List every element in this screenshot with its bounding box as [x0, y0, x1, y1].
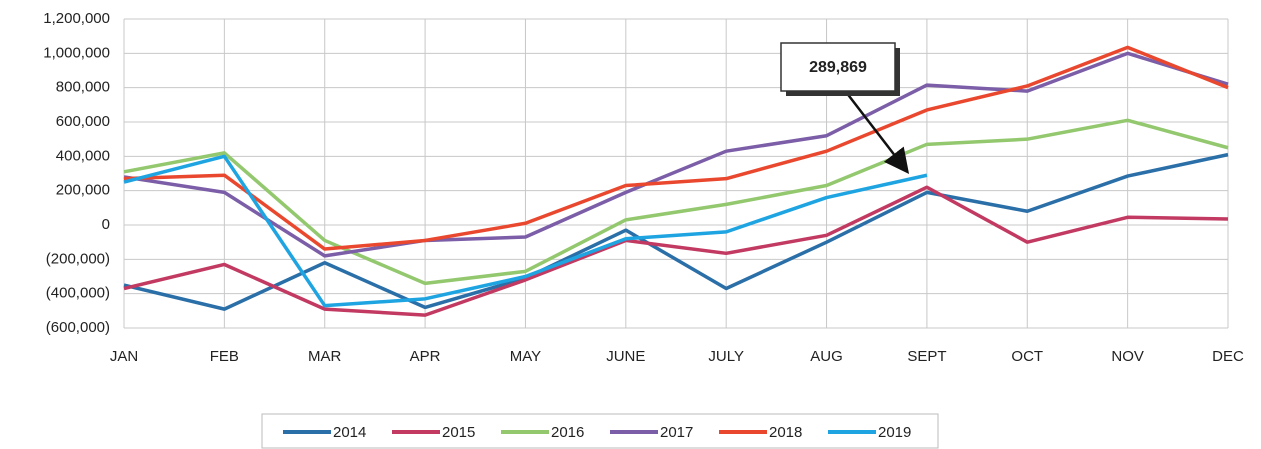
legend-label: 2016 — [551, 424, 584, 441]
y-tick-label: 600,000 — [56, 113, 110, 130]
legend-label: 2018 — [769, 424, 802, 441]
x-tick-label: JAN — [110, 348, 138, 365]
annotation-arrow — [845, 91, 910, 174]
x-tick-label: MAY — [510, 348, 541, 365]
x-tick-label: SEPT — [907, 348, 946, 365]
legend-label: 2014 — [333, 424, 366, 441]
y-tick-label: (400,000) — [46, 285, 110, 302]
y-tick-label: 400,000 — [56, 147, 110, 164]
x-tick-label: OCT — [1011, 348, 1043, 365]
legend: 2014 2015 2016 2017 2018 2019 — [283, 424, 911, 441]
x-tick-label: JULY — [708, 348, 744, 365]
series-line — [123, 51, 1229, 258]
x-tick-label: AUG — [810, 348, 843, 365]
y-tick-label: 1,200,000 — [43, 10, 110, 27]
x-tick-label: MAR — [308, 348, 342, 365]
annotation-label: 289,869 — [809, 59, 867, 76]
legend-label: 2015 — [442, 424, 475, 441]
x-tick-label: NOV — [1111, 348, 1144, 365]
series-line — [123, 118, 1229, 286]
y-tick-label: 0 — [102, 216, 110, 233]
x-tick-label: APR — [410, 348, 441, 365]
series-line — [123, 152, 1229, 311]
series-line — [123, 45, 1229, 251]
y-tick-label: (200,000) — [46, 250, 110, 267]
legend-label: 2019 — [878, 424, 911, 441]
x-tick-label: DEC — [1212, 348, 1244, 365]
x-tick-label: FEB — [210, 348, 239, 365]
series-line — [123, 154, 928, 308]
grid — [123, 18, 1229, 329]
y-tick-label: (600,000) — [46, 319, 110, 336]
y-tick-label: 800,000 — [56, 79, 110, 96]
lines — [123, 45, 1229, 317]
annotation-box — [780, 42, 896, 92]
legend-label: 2017 — [660, 424, 693, 441]
y-tick-label: 1,000,000 — [43, 44, 110, 61]
x-tick-label: JUNE — [606, 348, 645, 365]
y-tick-label: 200,000 — [56, 182, 110, 199]
series-line — [123, 185, 1229, 317]
legend-box — [261, 413, 939, 449]
